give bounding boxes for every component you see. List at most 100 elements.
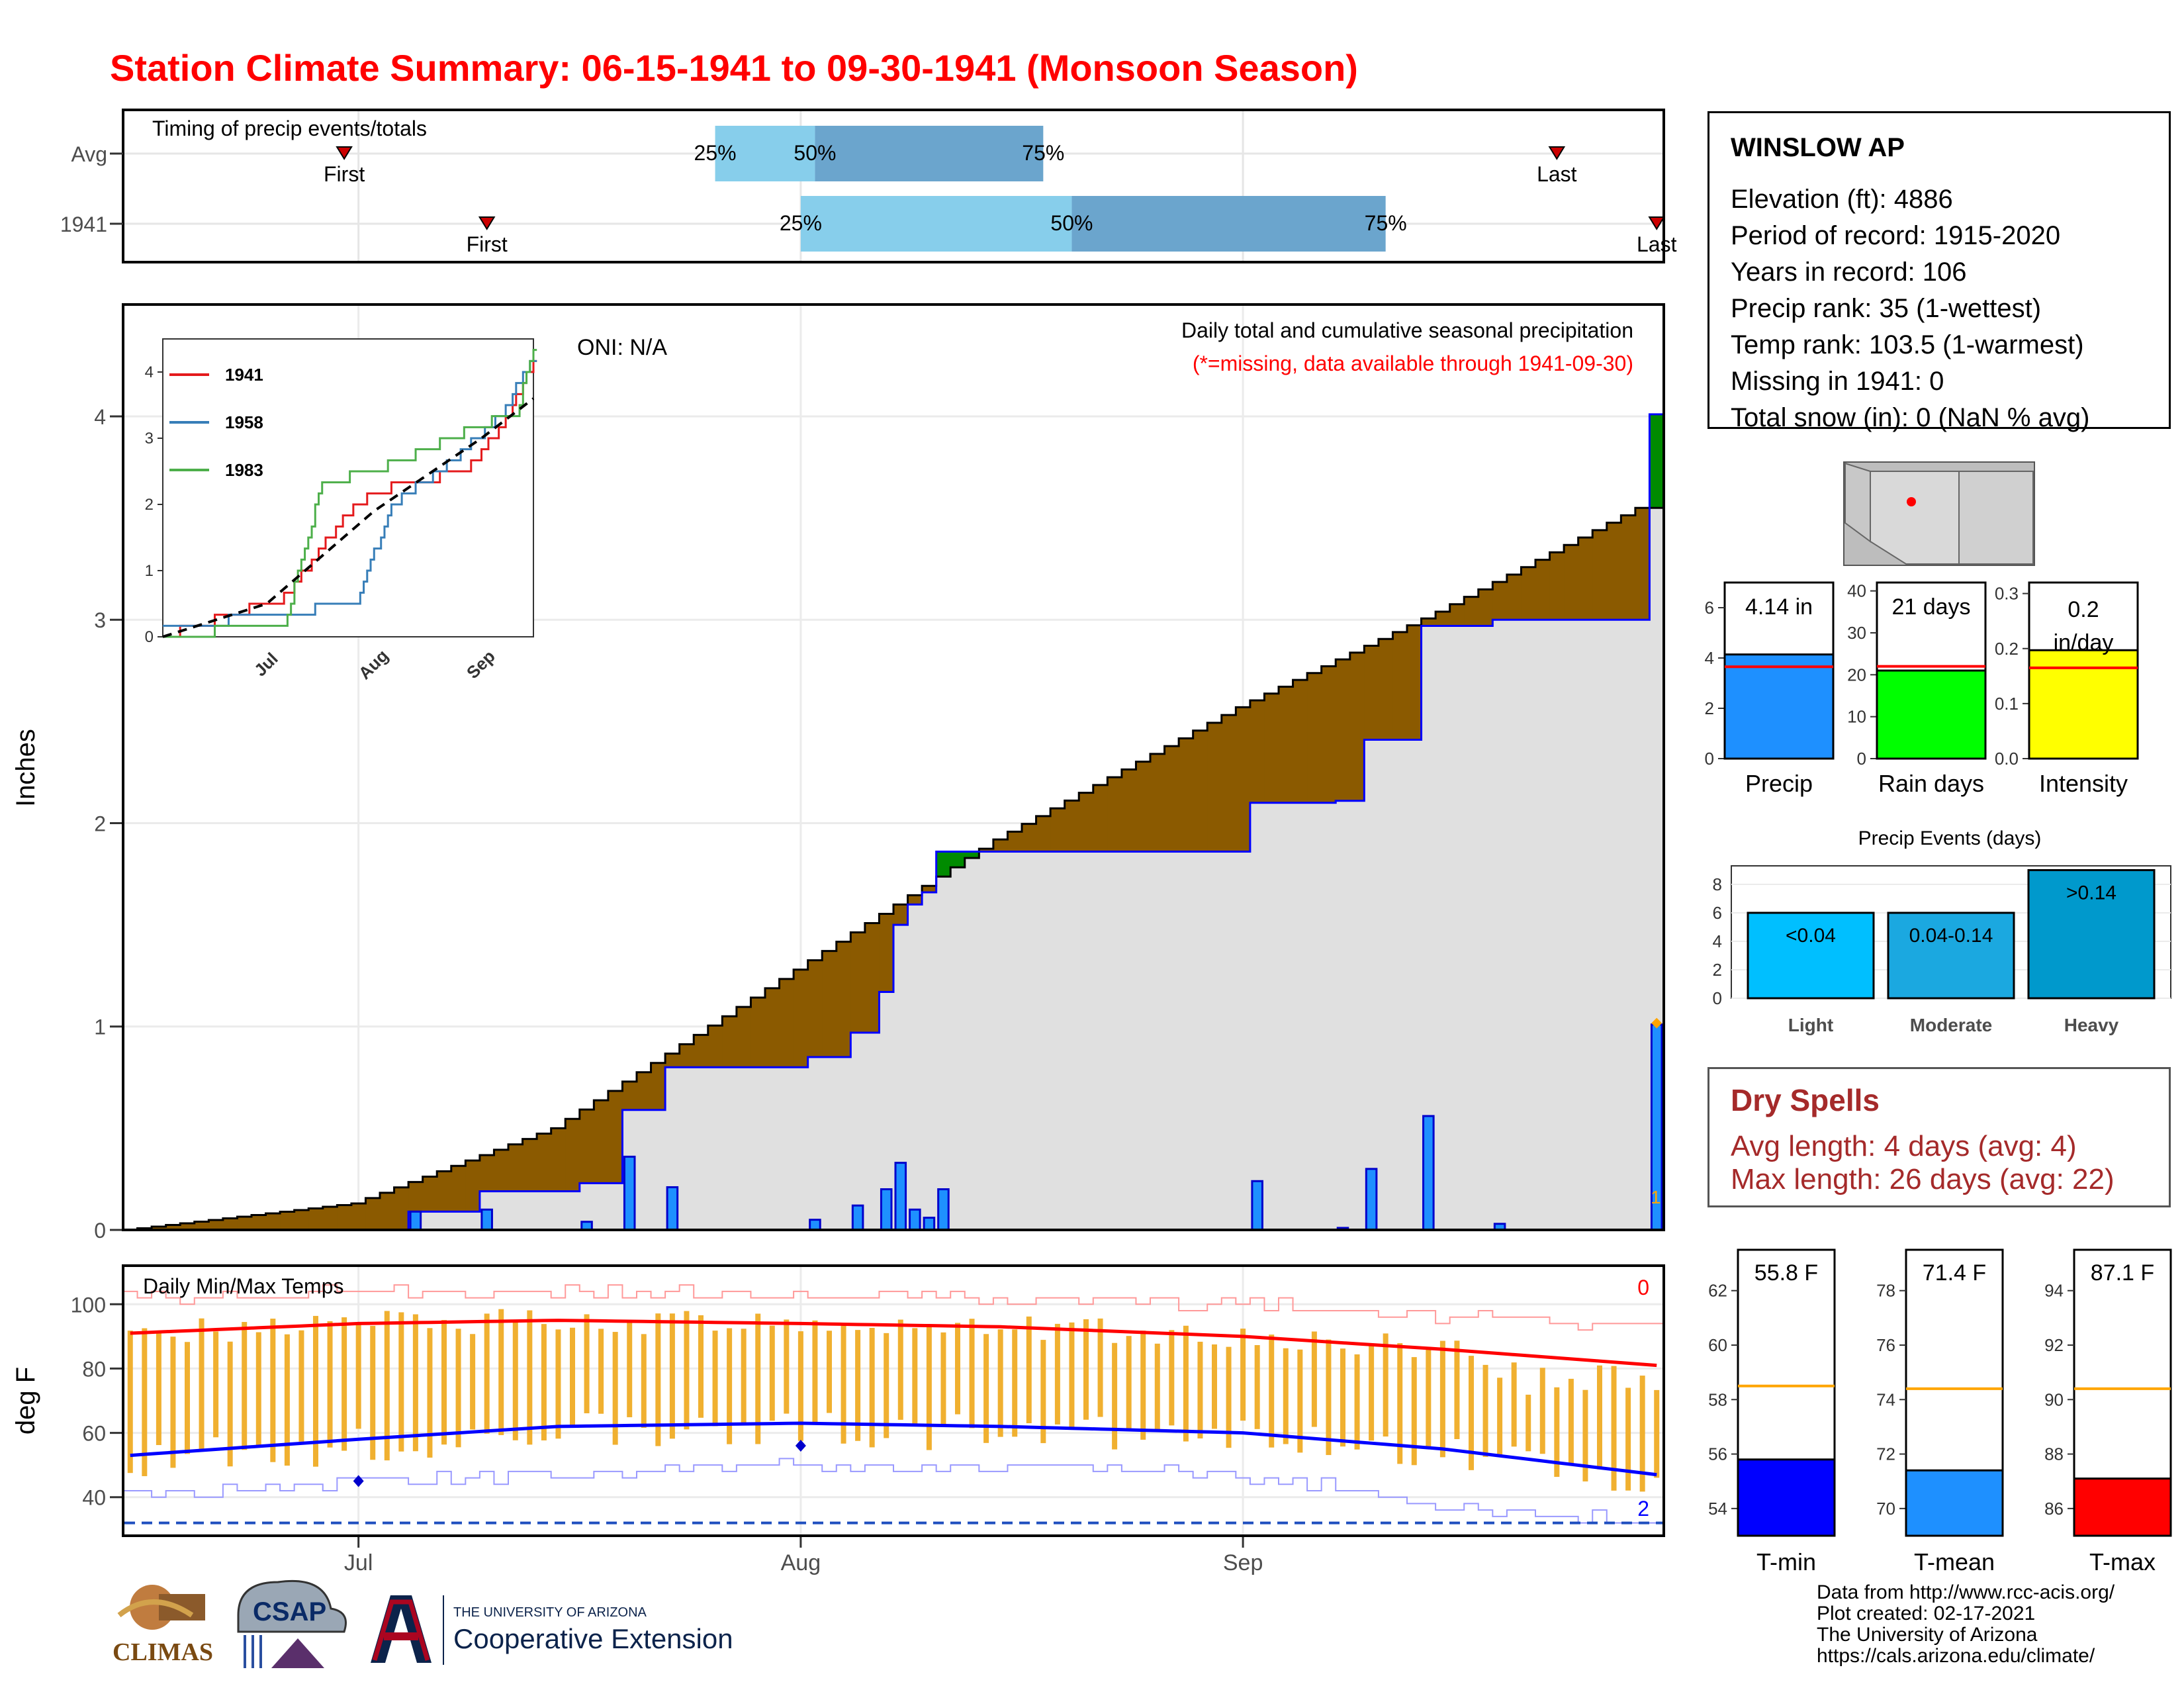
tempbar-tick-label: 70 bbox=[1876, 1499, 1895, 1519]
precip-deficit-area bbox=[1464, 596, 1479, 626]
precip-deficit-area bbox=[180, 1223, 195, 1230]
temp-daily-bar bbox=[1654, 1389, 1660, 1478]
tempbar-tick-label: 90 bbox=[2044, 1389, 2064, 1409]
timing-last-label: Last bbox=[1637, 232, 1677, 256]
csap-logo: CSAP bbox=[237, 1579, 347, 1668]
events-bar bbox=[2027, 868, 2156, 1000]
precip-daily-bar bbox=[894, 1162, 907, 1231]
temp-daily-bar bbox=[1140, 1331, 1146, 1440]
tempbar-tick-label: 94 bbox=[2044, 1281, 2064, 1301]
temp-daily-bar bbox=[612, 1332, 618, 1445]
precip-deficit-area bbox=[451, 1166, 466, 1212]
locator-map bbox=[1843, 461, 2035, 566]
precip-deficit-area bbox=[152, 1227, 167, 1230]
precip-ytick-label: 4 bbox=[94, 405, 106, 429]
events-panel: Precip Events (days) 0 2 4 6 8 <0.04 Light 0.04-… bbox=[1713, 827, 2171, 1035]
precip-daily-bar bbox=[666, 1186, 679, 1231]
precip-deficit-area bbox=[765, 988, 780, 1068]
temp-daily-bar bbox=[1411, 1357, 1417, 1466]
minibar-value-label: 4.14 in bbox=[1745, 594, 1813, 620]
temp-daily-bar bbox=[1240, 1329, 1246, 1421]
precip-surplus-area bbox=[964, 851, 979, 859]
precip-deficit-area bbox=[637, 1072, 652, 1110]
inset-frame bbox=[162, 338, 534, 637]
precip-deficit-area bbox=[365, 1197, 381, 1230]
temp-daily-bar bbox=[655, 1313, 661, 1446]
tempbar-value bbox=[1737, 1458, 1836, 1537]
dry-spells-box: Dry Spells Avg length: 4 days (avg: 4) M… bbox=[1707, 1067, 2171, 1207]
temp-daily-bar bbox=[1169, 1330, 1175, 1426]
minibar-tick-label: 0.3 bbox=[1995, 584, 2019, 604]
temp-daily-bar bbox=[185, 1342, 190, 1454]
temp-daily-bar bbox=[441, 1320, 447, 1445]
station-snow: Total snow (in): 0 (NaN % avg) bbox=[1731, 403, 2090, 432]
temp-daily-bar bbox=[912, 1328, 918, 1427]
precip-deficit-area bbox=[1036, 816, 1051, 852]
precip-deficit-area bbox=[1150, 753, 1165, 852]
precip-deficit-area bbox=[422, 1176, 437, 1212]
precip-deficit-area bbox=[736, 1007, 752, 1068]
temp-daily-bar bbox=[940, 1332, 946, 1425]
precip-deficit-area bbox=[308, 1208, 324, 1230]
precip-deficit-area bbox=[1321, 666, 1336, 803]
temp-daily-bar bbox=[555, 1329, 561, 1439]
precip-deficit-area bbox=[522, 1139, 537, 1192]
temp-daily-bar bbox=[698, 1315, 704, 1418]
precip-deficit-area bbox=[979, 849, 994, 852]
tempbar-label: T-mean bbox=[1914, 1548, 1995, 1575]
temp-daily-bar bbox=[1297, 1349, 1303, 1453]
temp-daily-bar bbox=[1054, 1323, 1060, 1425]
temp-daily-bar bbox=[470, 1334, 476, 1430]
minibar-label: Rain days bbox=[1878, 770, 1984, 797]
precip-deficit-area bbox=[1478, 589, 1493, 626]
tempbar-tick-label: 86 bbox=[2044, 1499, 2064, 1519]
precip-deficit-area bbox=[608, 1090, 623, 1184]
events-ytick-label: 4 bbox=[1713, 931, 1722, 951]
timing-quantile-label: 75% bbox=[1365, 211, 1407, 235]
temp-daily-bar bbox=[1611, 1366, 1617, 1491]
temp-daily-bar bbox=[684, 1311, 690, 1430]
temp-daily-bar bbox=[1439, 1340, 1445, 1458]
dry-spells-title: Dry Spells bbox=[1731, 1083, 1880, 1117]
precip-daily-bar bbox=[623, 1155, 636, 1231]
temp-panel: 40 60 80 100 Jul Aug Sep Daily Min/Max Temps 0 2 d… bbox=[11, 1264, 1665, 1575]
timing-row-label: 1941 bbox=[60, 212, 107, 236]
precip-daily-bar bbox=[909, 1208, 921, 1231]
temp-daily-bar bbox=[1326, 1339, 1332, 1456]
temp-daily-bar bbox=[1283, 1348, 1289, 1444]
inset-series-line bbox=[163, 349, 537, 638]
climas-logo-text: CLIMAS bbox=[113, 1638, 213, 1666]
credits: Data from http://www.rcc-acis.org/ Plot … bbox=[1817, 1582, 2115, 1667]
inset-legend-label: 1941 bbox=[225, 365, 263, 385]
credit-created: Plot created: 02-17-2021 bbox=[1817, 1603, 2036, 1624]
temp-ytick-label: 40 bbox=[82, 1486, 106, 1510]
temp-daily-bar bbox=[213, 1331, 219, 1438]
temp-daily-bar bbox=[227, 1341, 233, 1467]
summary-bars: 0 2 4 6 4.14 in Precip 0 10 20 30 40 21 days Rain da… bbox=[1705, 581, 2139, 797]
minibar-tick-label: 4 bbox=[1705, 648, 1714, 668]
dry-spells-avg: Avg length: 4 days (avg: 4) bbox=[1731, 1130, 2077, 1162]
events-category-label: Moderate bbox=[1910, 1015, 1992, 1035]
temp-daily-bar bbox=[327, 1321, 333, 1448]
temp-daily-bar bbox=[1069, 1322, 1075, 1430]
station-info-box: WINSLOW AP Elevation (ft): 4886 Period o… bbox=[1707, 111, 2171, 432]
minibar-tick-label: 30 bbox=[1847, 623, 1866, 643]
precip-deficit-area bbox=[794, 969, 809, 1068]
temp-daily-bar bbox=[1383, 1333, 1388, 1437]
precip-deficit-area bbox=[337, 1205, 352, 1230]
inset-legend-label: 1958 bbox=[225, 412, 263, 432]
temp-daily-bar bbox=[1126, 1336, 1132, 1431]
precip-deficit-area bbox=[594, 1100, 609, 1184]
temp-daily-bar bbox=[827, 1331, 832, 1413]
minibar-tick-label: 0.0 bbox=[1995, 749, 2019, 769]
tempbar-tick-label: 60 bbox=[1708, 1335, 1727, 1355]
precip-deficit-area bbox=[508, 1144, 523, 1192]
timing-bar-q50-q75 bbox=[815, 126, 1044, 181]
temp-daily-bar bbox=[884, 1333, 889, 1438]
timing-first-label: First bbox=[324, 162, 365, 186]
inset-ytick-label: 1 bbox=[145, 562, 154, 580]
station-precip-rank: Precip rank: 35 (1-wettest) bbox=[1731, 294, 2042, 323]
temp-daily-bar bbox=[1154, 1343, 1160, 1431]
temp-xtick-label: Jul bbox=[344, 1550, 373, 1575]
minibar-tick-label: 10 bbox=[1847, 707, 1866, 727]
